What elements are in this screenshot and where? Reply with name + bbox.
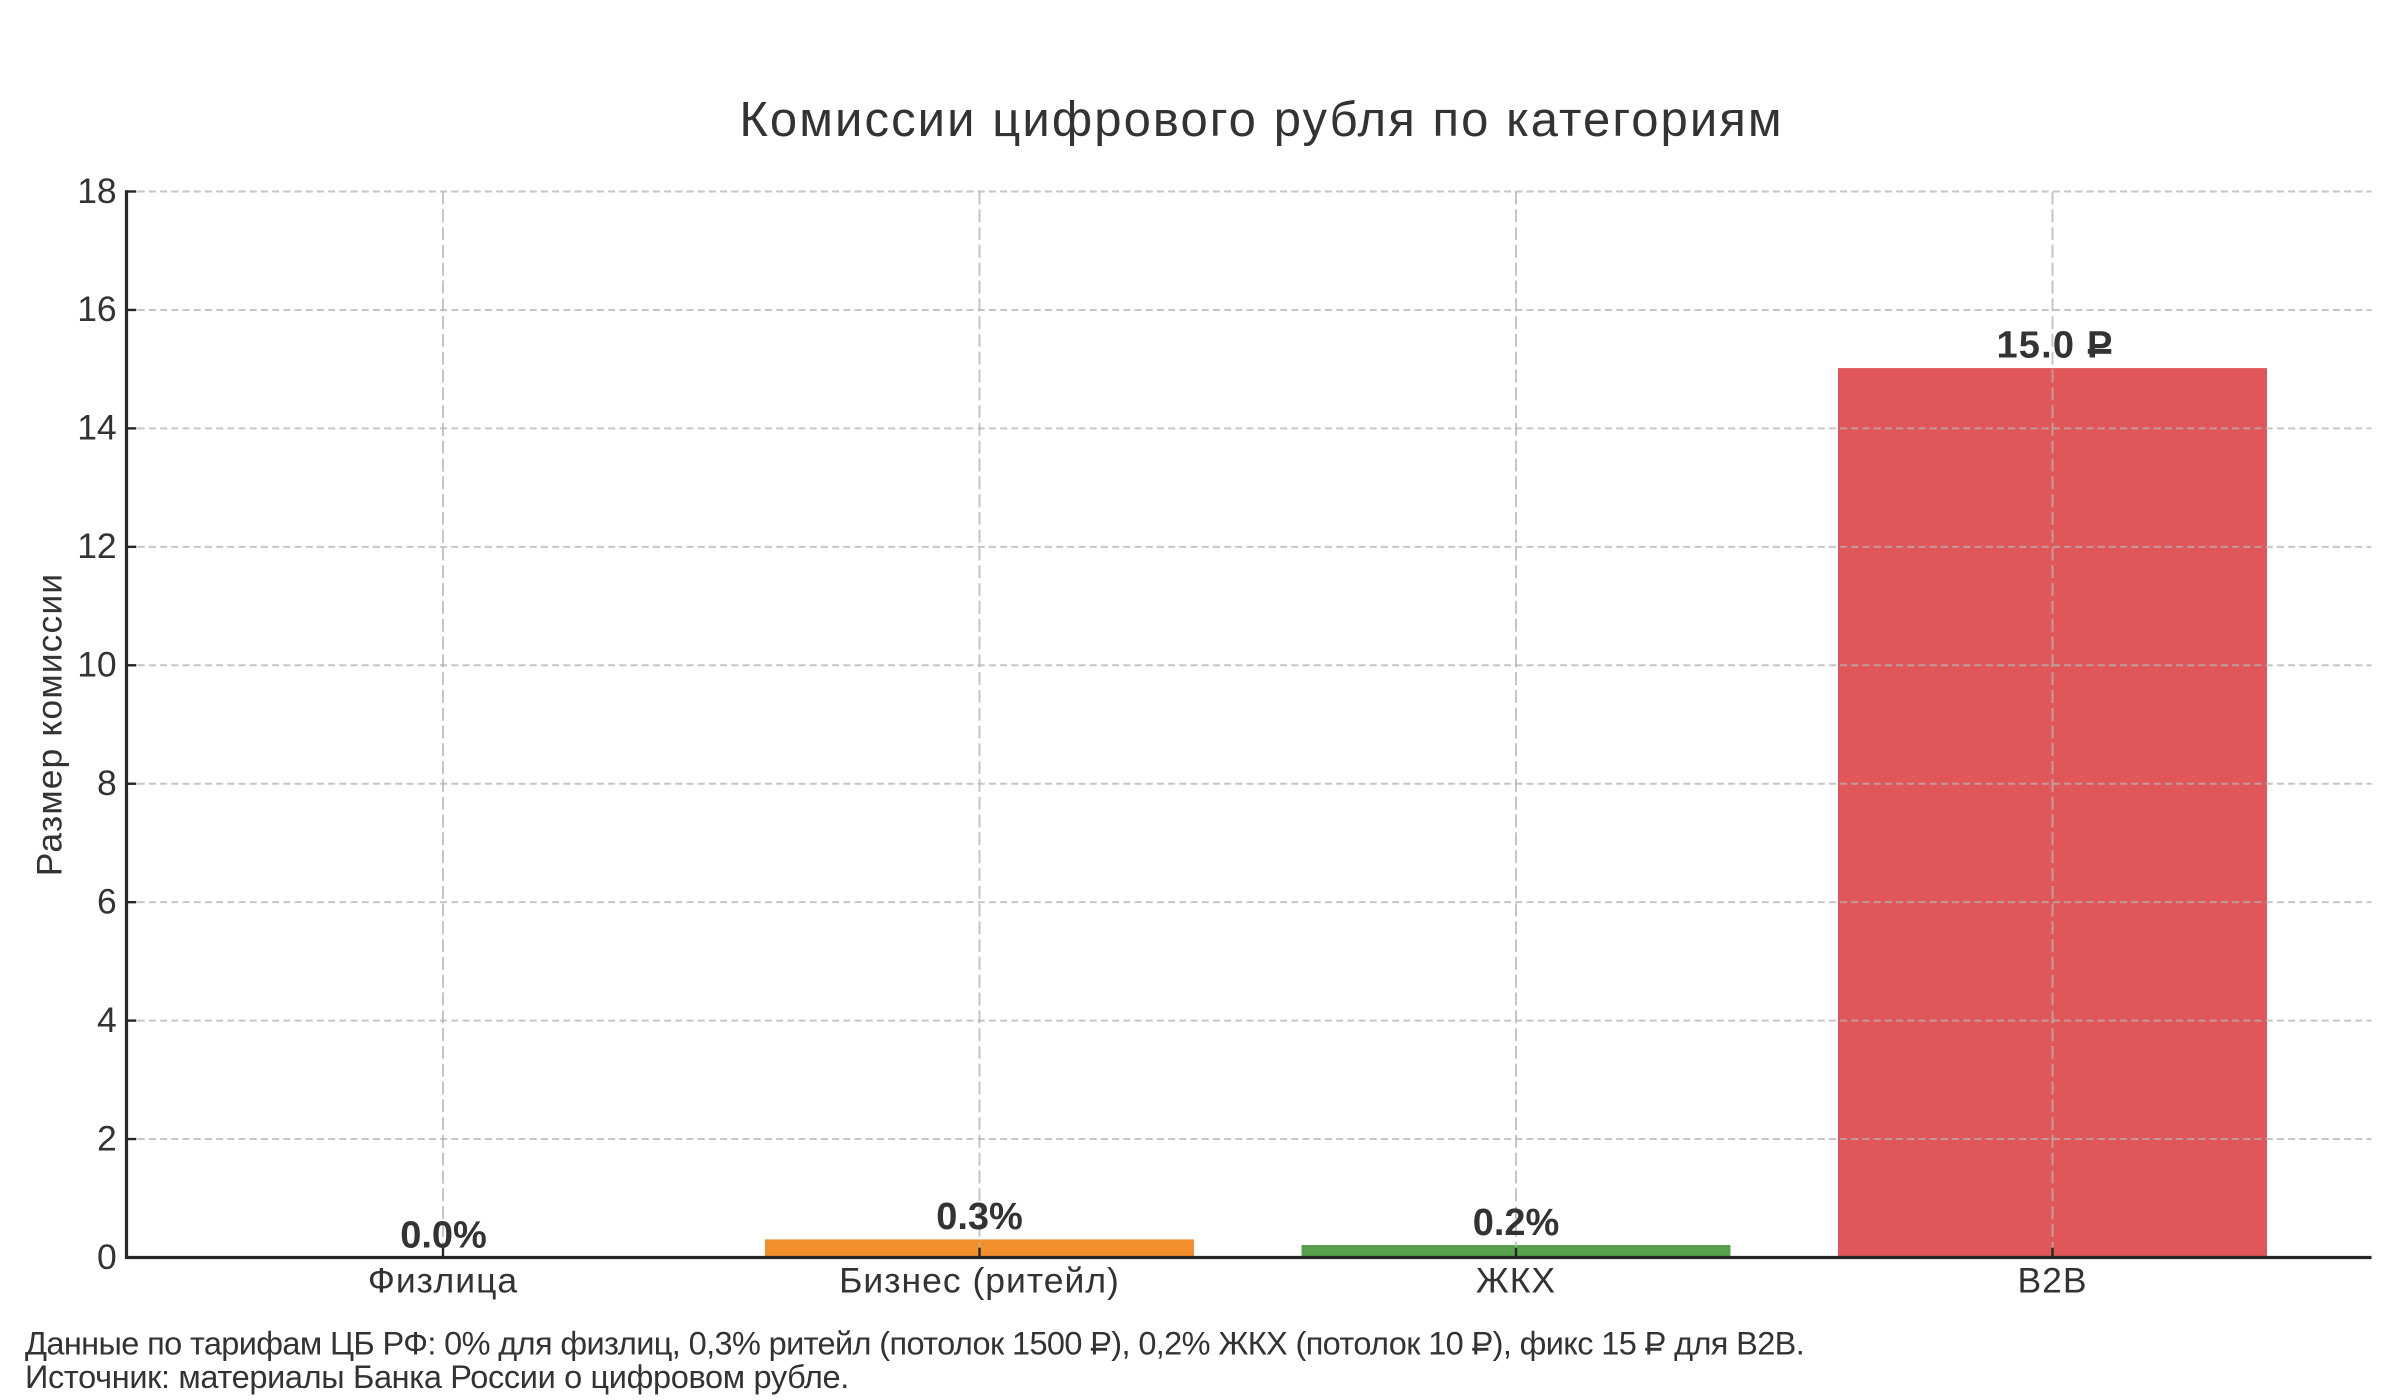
svg-text:0.3%: 0.3%	[936, 1196, 1023, 1238]
svg-text:0: 0	[97, 1237, 117, 1277]
svg-text:Источник: материалы Банка Росс: Источник: материалы Банка России о цифро…	[25, 1359, 849, 1395]
svg-text:Данные по тарифам ЦБ РФ: 0% дл: Данные по тарифам ЦБ РФ: 0% для физлиц, …	[25, 1326, 1804, 1362]
svg-text:Бизнес (ритейл): Бизнес (ритейл)	[839, 1261, 1120, 1301]
svg-text:15.0 Р: 15.0 Р	[1996, 324, 2113, 366]
svg-text:14: 14	[77, 408, 117, 448]
svg-text:18: 18	[77, 171, 117, 211]
svg-text:0.2%: 0.2%	[1473, 1202, 1560, 1244]
svg-text:12: 12	[77, 526, 117, 566]
svg-text:Физлица: Физлица	[368, 1261, 518, 1301]
svg-text:16: 16	[77, 289, 117, 329]
svg-text:0.0%: 0.0%	[400, 1214, 487, 1256]
svg-text:2: 2	[97, 1118, 117, 1158]
svg-text:Комиссии цифрового рубля по ка: Комиссии цифрового рубля по категориям	[739, 93, 1783, 147]
svg-text:B2B: B2B	[2017, 1261, 2087, 1301]
svg-text:6: 6	[97, 882, 117, 922]
svg-text:4: 4	[97, 1000, 117, 1040]
svg-text:8: 8	[97, 763, 117, 803]
svg-text:ЖКХ: ЖКХ	[1476, 1261, 1556, 1301]
svg-text:10: 10	[77, 645, 117, 685]
svg-text:Размер комиссии: Размер комиссии	[30, 573, 70, 876]
